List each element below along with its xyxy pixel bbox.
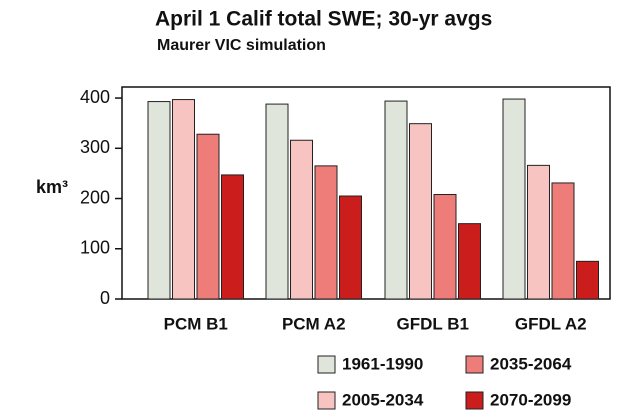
y-tick-label: 400: [80, 87, 110, 107]
plot-frame: [121, 86, 611, 300]
bar: [409, 123, 432, 300]
bar: [172, 99, 195, 300]
bar: [458, 223, 481, 300]
bar: [433, 194, 457, 300]
legend-swatch: [465, 355, 484, 374]
bar: [196, 133, 220, 300]
x-tick-label: GFDL B1: [397, 314, 469, 333]
chart-title: April 1 Calif total SWE; 30-yr avgs: [155, 8, 492, 31]
legend-label: 1961-1990: [342, 354, 423, 373]
y-tick-label: 0: [100, 288, 110, 308]
bar: [221, 174, 244, 300]
legend-swatch: [465, 391, 484, 410]
legend-label: 2005-2034: [342, 390, 424, 409]
y-tick-label: 100: [80, 238, 110, 258]
chart-subtitle: Maurer VIC simulation: [157, 37, 326, 54]
bar: [384, 100, 408, 300]
bar: [502, 98, 526, 300]
bar: [290, 139, 313, 300]
bar: [314, 165, 338, 300]
bar: [551, 182, 575, 300]
bar: [527, 164, 550, 300]
legend-swatch: [317, 391, 336, 410]
x-tick-label: GFDL A2: [515, 314, 587, 333]
bar: [576, 260, 599, 300]
legend-swatch: [317, 355, 336, 374]
bar: [265, 103, 289, 300]
x-tick-label: PCM A2: [282, 314, 346, 333]
x-tick-label: PCM B1: [164, 314, 228, 333]
bar: [147, 101, 171, 300]
y-tick-label: 200: [80, 187, 110, 207]
y-tick-label: 300: [80, 137, 110, 157]
bar: [339, 195, 362, 300]
legend-label: 2070-2099: [490, 390, 571, 409]
y-axis-label: km³: [36, 177, 68, 197]
legend-label: 2035-2064: [490, 354, 572, 373]
